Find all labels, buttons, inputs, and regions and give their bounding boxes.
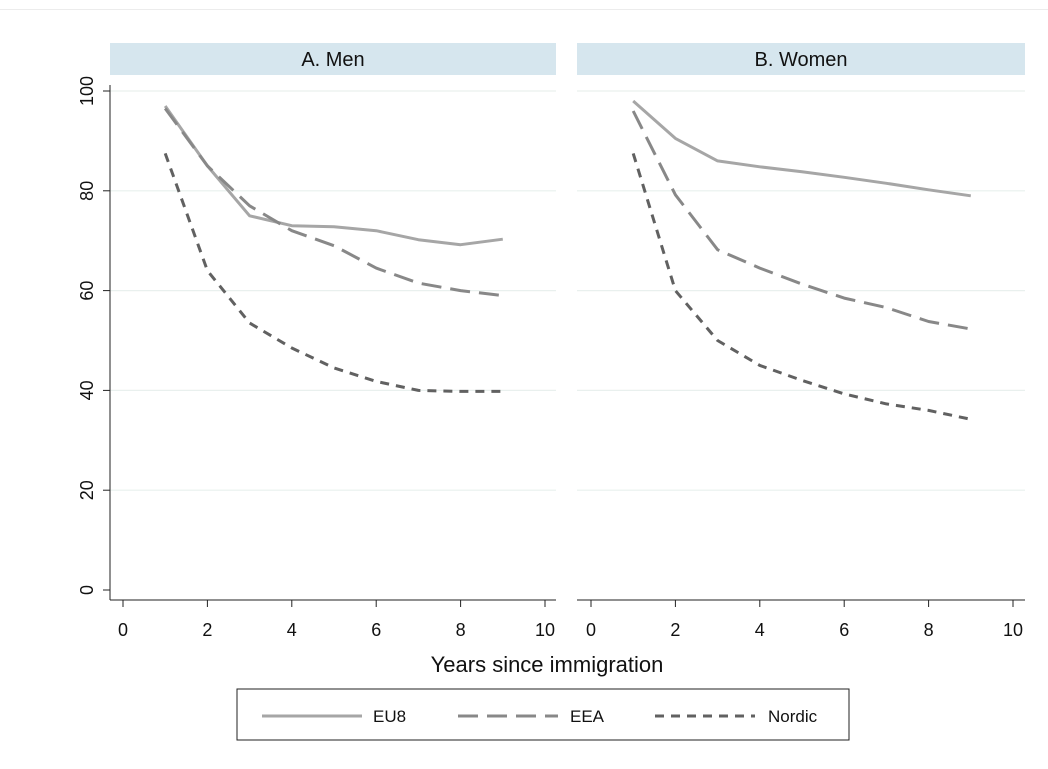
- series-lines: [631, 99, 972, 421]
- x-ticks: 0 2 4 6 8 10: [118, 600, 555, 640]
- panel-strip: [110, 43, 556, 75]
- x-tick-label: 2: [670, 620, 680, 640]
- grid-lines: [577, 90, 1025, 491]
- panel-women: B. Women 0 2 4 6 8 10: [577, 43, 1025, 640]
- grid-lines: [110, 90, 556, 491]
- y-ticks: 0 20 40 60 80 100: [77, 76, 110, 595]
- x-tick-label: 10: [535, 620, 555, 640]
- x-tick-label: 0: [586, 620, 596, 640]
- series-line-nordic: [631, 152, 972, 421]
- legend-label-eea: EEA: [570, 707, 605, 726]
- x-tick-label: 8: [924, 620, 934, 640]
- y-tick-label: 40: [77, 380, 97, 400]
- y-tick-label: 100: [77, 76, 97, 106]
- y-tick-label: 60: [77, 281, 97, 301]
- series-line-nordic: [163, 152, 503, 393]
- series-line-eu8: [163, 105, 503, 247]
- series-line-eea: [163, 107, 503, 298]
- panel-strip: [577, 43, 1025, 75]
- x-tick-label: 8: [456, 620, 466, 640]
- series-line-eea: [631, 110, 972, 331]
- x-ticks: 0 2 4 6 8 10: [586, 600, 1023, 640]
- panel-title: B. Women: [755, 49, 848, 71]
- series-line-eu8: [632, 99, 972, 198]
- x-tick-label: 4: [755, 620, 765, 640]
- x-tick-label: 2: [202, 620, 212, 640]
- legend-label-nordic: Nordic: [768, 707, 818, 726]
- legend-label-eu8: EU8: [373, 707, 406, 726]
- panel-men: A. Men 0 20 40 60 80 100 0 2 4 6 8 10: [77, 43, 556, 640]
- y-tick-label: 20: [77, 480, 97, 500]
- y-tick-label: 0: [77, 585, 97, 595]
- x-tick-label: 6: [371, 620, 381, 640]
- series-lines: [163, 105, 503, 393]
- x-tick-label: 6: [839, 620, 849, 640]
- legend: EU8 EEA Nordic: [236, 688, 850, 741]
- y-tick-label: 80: [77, 181, 97, 201]
- x-tick-label: 0: [118, 620, 128, 640]
- x-tick-label: 4: [287, 620, 297, 640]
- panel-title: A. Men: [301, 49, 364, 71]
- x-tick-label: 10: [1003, 620, 1023, 640]
- x-axis-title: Years since immigration: [431, 652, 664, 677]
